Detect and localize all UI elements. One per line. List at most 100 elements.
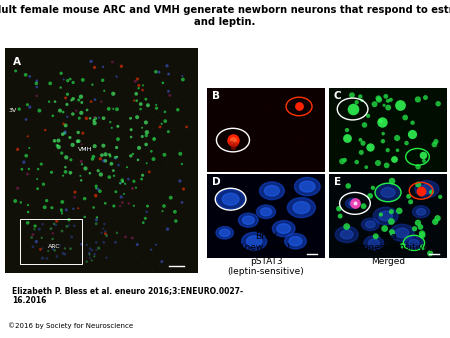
Point — [179, 73, 186, 79]
Point — [405, 194, 412, 199]
Point — [361, 122, 368, 128]
Point — [78, 175, 85, 181]
Point — [299, 156, 306, 161]
Text: E: E — [334, 177, 341, 187]
Point — [107, 105, 114, 110]
Point — [50, 221, 58, 226]
Point — [140, 195, 148, 200]
Point — [165, 71, 172, 77]
Point — [78, 110, 85, 116]
Point — [418, 231, 426, 236]
Point — [24, 220, 32, 225]
Point — [302, 152, 309, 158]
Point — [227, 165, 234, 171]
Point — [71, 194, 78, 200]
Point — [137, 101, 144, 107]
Point — [98, 230, 105, 236]
Point — [73, 233, 81, 238]
Point — [141, 267, 149, 272]
Point — [236, 168, 243, 174]
Point — [177, 151, 184, 156]
Point — [97, 172, 104, 177]
Point — [50, 57, 58, 63]
Point — [378, 119, 386, 124]
Text: C: C — [334, 91, 342, 101]
Point — [119, 179, 126, 184]
Point — [67, 76, 74, 82]
Point — [358, 150, 365, 155]
Point — [75, 161, 82, 167]
Point — [103, 46, 110, 51]
Point — [31, 154, 38, 160]
Point — [40, 182, 47, 187]
Point — [241, 145, 248, 150]
Point — [119, 177, 126, 183]
Point — [110, 203, 117, 209]
Point — [258, 149, 265, 154]
Point — [81, 226, 88, 231]
Point — [131, 240, 138, 245]
Point — [432, 219, 439, 224]
Point — [36, 108, 43, 113]
Text: Elizabeth P. Bless et al. eneuro 2016;3:ENEURO.0027-
16.2016: Elizabeth P. Bless et al. eneuro 2016;3:… — [12, 286, 243, 306]
Point — [45, 248, 52, 254]
Circle shape — [381, 188, 395, 197]
Point — [76, 157, 83, 163]
Point — [130, 98, 138, 103]
Point — [67, 246, 74, 251]
Point — [87, 261, 94, 267]
Point — [372, 234, 379, 239]
Point — [302, 90, 309, 95]
Point — [5, 75, 13, 81]
Point — [122, 183, 130, 188]
Point — [112, 98, 119, 103]
Point — [78, 162, 86, 167]
Point — [45, 99, 53, 104]
Point — [159, 77, 166, 82]
Point — [26, 215, 33, 220]
Point — [42, 127, 49, 133]
Point — [90, 254, 98, 259]
Point — [165, 129, 172, 135]
Point — [114, 137, 122, 142]
Point — [81, 196, 88, 201]
Point — [288, 152, 296, 158]
Point — [122, 105, 130, 111]
Point — [107, 119, 114, 125]
Point — [162, 164, 169, 169]
Point — [305, 116, 312, 121]
Point — [27, 234, 34, 239]
Point — [82, 120, 90, 125]
Point — [351, 201, 359, 206]
Point — [54, 145, 61, 150]
Point — [50, 166, 57, 171]
Point — [338, 159, 346, 164]
Point — [301, 99, 308, 104]
Point — [65, 217, 72, 222]
Point — [9, 167, 16, 173]
Point — [255, 114, 262, 120]
Point — [399, 243, 406, 248]
Point — [260, 107, 267, 113]
Point — [81, 214, 88, 220]
Point — [69, 96, 76, 101]
Point — [24, 202, 32, 208]
Point — [230, 159, 237, 164]
Point — [43, 240, 50, 245]
Point — [419, 244, 426, 250]
Point — [72, 189, 79, 195]
Circle shape — [216, 226, 234, 239]
Circle shape — [340, 230, 353, 239]
Point — [33, 78, 40, 83]
Point — [93, 221, 100, 226]
Point — [39, 221, 46, 227]
Point — [36, 226, 43, 232]
Point — [63, 97, 70, 102]
Point — [106, 174, 113, 180]
Point — [364, 113, 372, 119]
Point — [422, 95, 429, 100]
Point — [2, 185, 9, 191]
Circle shape — [285, 234, 306, 249]
Point — [407, 199, 414, 204]
Point — [278, 134, 285, 140]
